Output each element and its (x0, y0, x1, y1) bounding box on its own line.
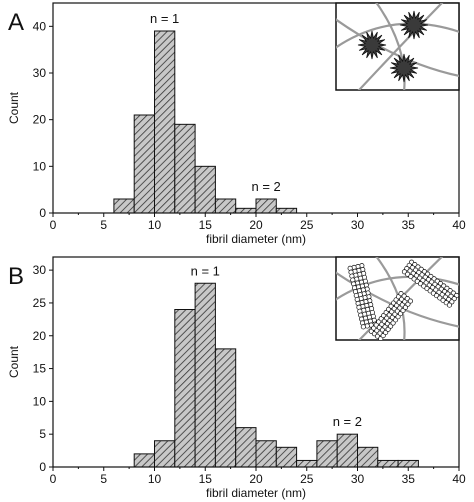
x-tick-label: 15 (199, 218, 213, 232)
histogram-bar (296, 459, 318, 468)
panel-b: 0 5 10 15 20 25 30 35 40 0 5 10 15 20 25 30 fibril diame… (7, 256, 466, 500)
x-tick-label: 40 (452, 218, 466, 232)
x-tick-label: 15 (199, 472, 213, 486)
histogram-bar (255, 198, 277, 214)
histogram-bar (255, 440, 277, 468)
histogram-bar (316, 440, 338, 468)
y-tick-label: 15 (33, 362, 47, 376)
y-tick-label: 0 (39, 206, 46, 220)
histogram-bar (194, 282, 216, 468)
peak-annotation: n = 1 (191, 263, 220, 278)
x-tick-label: 5 (100, 218, 107, 232)
aggregate-glyph (357, 30, 387, 60)
fibril-strand (375, 3, 406, 90)
y-axis-label: Count (7, 345, 21, 378)
histogram-bar (336, 433, 359, 468)
aggregate-glyph (399, 10, 429, 40)
histogram-bar (133, 114, 155, 214)
histogram-bar (235, 207, 257, 214)
x-tick-label: 0 (50, 218, 57, 232)
y-tick-label: 20 (33, 113, 47, 127)
panel-label: B (8, 263, 24, 290)
x-tick-label: 10 (148, 218, 162, 232)
x-tick-label: 25 (300, 218, 314, 232)
fibril-strand (336, 275, 459, 301)
histogram-bar (214, 198, 237, 214)
y-axis-label: Count (7, 91, 21, 124)
x-tick-label: 30 (351, 472, 365, 486)
histogram-bar (357, 446, 379, 468)
fibril-strand (336, 22, 459, 49)
inset-frame (335, 2, 460, 91)
histogram-bar (154, 440, 176, 468)
x-tick-label: 10 (148, 472, 162, 486)
x-tick-label: 40 (452, 472, 466, 486)
histogram-bar (377, 459, 399, 468)
histogram-bar (174, 309, 196, 468)
histogram-bar (113, 198, 135, 214)
aggregate-glyph (389, 53, 419, 83)
y-tick-label: 10 (33, 394, 47, 408)
nanotube-rod (401, 259, 459, 308)
x-tick-label: 5 (100, 472, 107, 486)
y-tick-label: 20 (33, 329, 47, 343)
inset-content (336, 257, 459, 340)
inset-schematic (335, 256, 460, 341)
histogram-bar (235, 427, 257, 468)
panel-a: 0 5 10 15 20 25 30 35 40 0 10 20 30 40 fibril diameter… (7, 2, 466, 246)
panel-label: A (8, 9, 24, 36)
inset-schematic (335, 2, 460, 91)
x-tick-label: 20 (249, 218, 263, 232)
histogram-bar (133, 453, 155, 468)
histogram-bar (397, 459, 419, 468)
x-tick-label: 25 (300, 472, 314, 486)
histogram-bar (174, 123, 196, 214)
peak-annotation: n = 1 (150, 11, 179, 26)
nanotube-rod (368, 291, 414, 340)
x-axis-label: fibril diameter (nm) (206, 232, 306, 246)
y-tick-label: 25 (33, 296, 47, 310)
y-tick-label: 30 (33, 263, 47, 277)
y-tick-label: 10 (33, 159, 47, 173)
peak-annotation: n = 2 (252, 179, 281, 194)
fibril-strand (336, 18, 459, 77)
x-tick-label: 30 (351, 218, 365, 232)
x-axis-label: fibril diameter (nm) (206, 486, 306, 500)
peak-annotation: n = 2 (333, 414, 362, 429)
x-tick-label: 0 (50, 472, 57, 486)
x-tick-label: 20 (249, 472, 263, 486)
inset-content (336, 3, 459, 90)
fibril-strand (357, 3, 444, 90)
histogram-bar (154, 30, 176, 214)
histogram-bar (275, 207, 298, 214)
histogram-bar (194, 165, 216, 214)
y-tick-label: 5 (39, 427, 46, 441)
histogram-bar (214, 348, 237, 468)
y-tick-label: 0 (39, 460, 46, 474)
y-tick-label: 30 (33, 66, 47, 80)
x-tick-label: 35 (402, 218, 416, 232)
histogram-bar (275, 446, 298, 468)
nanotube-rod (347, 263, 378, 330)
x-tick-label: 35 (402, 472, 416, 486)
y-tick-label: 40 (33, 19, 47, 33)
